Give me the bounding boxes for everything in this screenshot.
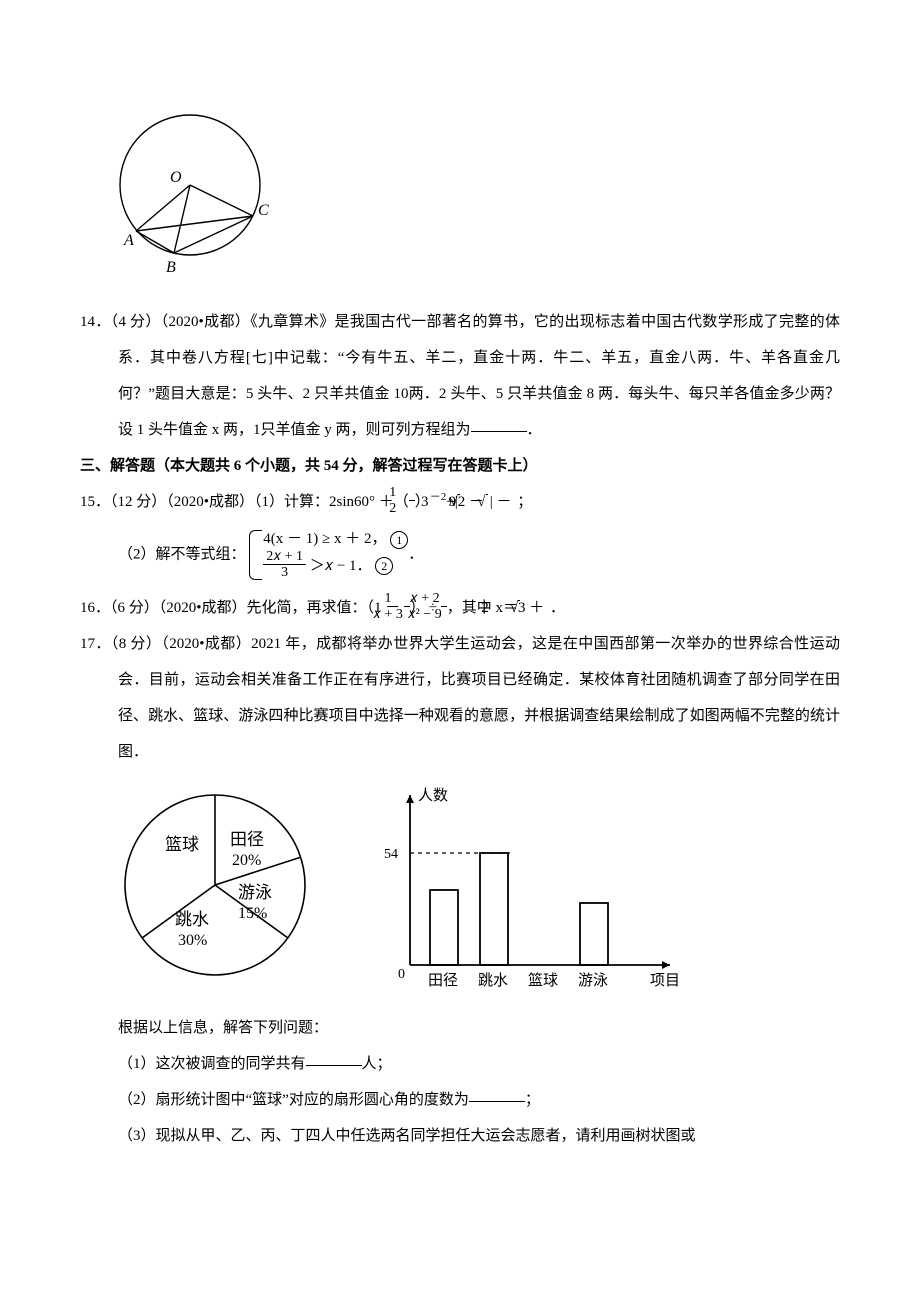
bar-cat-dive: 跳水 xyxy=(478,972,508,989)
exponent-neg2: －2 xyxy=(430,491,447,503)
sqrt-3: 3 xyxy=(488,484,490,520)
radicand: 3 xyxy=(458,494,460,510)
label-A: A xyxy=(123,232,134,249)
bar-cat-basketball: 篮球 xyxy=(528,971,558,989)
pie-pct-track: 20% xyxy=(232,852,261,869)
q15-part1-e: ； xyxy=(517,494,532,510)
inequality-system: 4(x － 1) ≥ x ＋ 2， 1 2𝑥 + 13 ＞𝑥 − 1． 2 xyxy=(249,528,408,582)
blank-q17-1 xyxy=(306,1050,362,1066)
page: O C A B 14．（4 分）（2020•成都）《九章算术》是我国古代一部著名… xyxy=(0,0,920,1302)
bar-cat-swim: 游泳 xyxy=(578,972,608,989)
q14-suffix: ． xyxy=(527,422,542,438)
q17-sub2: （2）扇形统计图中“篮球”对应的扇形圆心角的度数为 ； xyxy=(80,1082,840,1118)
q15-part2-end: ． xyxy=(408,547,423,563)
system-row-2: 2𝑥 + 13 ＞𝑥 − 1． 2 xyxy=(263,558,393,574)
pie-label-dive: 跳水 xyxy=(175,910,209,929)
q17-charts-row: 篮球 田径 20% 游泳 15% 跳水 30% 人数 项目 0 54 xyxy=(110,780,840,1000)
frac-num: 2𝑥 + 1 xyxy=(263,549,306,565)
blank-q17-2 xyxy=(469,1086,525,1102)
question-15-part2: （2）解不等式组： 4(x － 1) ≥ x ＋ 2， 1 2𝑥 + 13 ＞𝑥… xyxy=(80,528,840,582)
bar-zero: 0 xyxy=(398,967,405,982)
system-row-1: 4(x － 1) ≥ x ＋ 2， 1 xyxy=(263,531,408,547)
radicand: 9 xyxy=(486,494,488,510)
frac-1-2: 12 xyxy=(409,485,415,517)
frac-row2: 2𝑥 + 13 xyxy=(263,549,306,581)
frac-den: 2 xyxy=(409,501,415,516)
circ-2: 2 xyxy=(375,557,393,575)
bar-dive xyxy=(480,853,508,965)
q15-part1-d: | － xyxy=(490,494,516,510)
q16-d: ． xyxy=(550,600,565,616)
q16-a: 16．（6 分）（2020•成都）先化简，再求值：（1 － xyxy=(80,600,400,616)
bar-ytick-54: 54 xyxy=(384,847,398,862)
q17-sub1-b: 人； xyxy=(362,1056,392,1072)
pie-label-basketball: 篮球 xyxy=(165,835,199,854)
q17-sub2-a: （2）扇形统计图中“篮球”对应的扇形圆心角的度数为 xyxy=(118,1092,469,1108)
bar-xlabel: 项目 xyxy=(650,972,680,989)
q17-sub1: （1）这次被调查的同学共有 人； xyxy=(80,1046,840,1082)
circle-diagram: O C A B xyxy=(110,100,840,294)
sqrt-9: 9 xyxy=(515,484,517,520)
q17-sub1-a: （1）这次被调查的同学共有 xyxy=(118,1056,306,1072)
question-14: 14．（4 分）（2020•成都）《九章算术》是我国古代一部著名的算书，它的出现… xyxy=(80,304,840,448)
q15-part2-a: （2）解不等式组： xyxy=(118,547,246,563)
q16-c: ，其中 x＝3 ＋ xyxy=(447,600,548,616)
question-15: 15．（12 分）（2020•成都）（1）计算：2sin60° ＋（12）－2+… xyxy=(80,484,840,520)
bar-chart: 人数 项目 0 54 田径 跳水 篮球 游泳 xyxy=(370,780,690,1000)
pie-chart: 篮球 田径 20% 游泳 15% 跳水 30% xyxy=(110,780,320,990)
label-B: B xyxy=(166,259,176,276)
frac-num: 𝑥 + 2 xyxy=(441,591,447,607)
question-16: 16．（6 分）（2020•成都）先化简，再求值：（1 － 1𝑥 + 3） ÷ … xyxy=(80,590,840,626)
sqrt-2: 2 xyxy=(548,590,550,626)
q14-text: 14．（4 分）（2020•成都）《九章算术》是我国古代一部著名的算书，它的出现… xyxy=(80,314,840,438)
q17-sub2-b: ； xyxy=(525,1092,540,1108)
pie-pct-dive: 30% xyxy=(178,932,207,949)
row1-expr: 4(x － 1) ≥ x ＋ 2， xyxy=(263,531,386,547)
circle-svg: O C A B xyxy=(110,100,280,280)
question-17: 17．（8 分）（2020•成都）2021 年，成都将举办世界大学生运动会，这是… xyxy=(80,626,840,770)
label-C: C xyxy=(258,202,269,219)
bar-swim xyxy=(580,903,608,965)
frac-den: 3 xyxy=(263,565,306,580)
frac-num: 1 xyxy=(409,485,415,501)
section-3-title: 三、解答题（本大题共 6 个小题，共 54 分，解答过程写在答题卡上） xyxy=(80,448,840,484)
pie-label-track: 田径 xyxy=(230,830,264,849)
pie-label-swim: 游泳 xyxy=(238,883,272,902)
bar-ylabel: 人数 xyxy=(418,787,448,804)
radicand: 2 xyxy=(518,600,520,616)
label-O: O xyxy=(170,169,182,186)
row2-tail: ＞𝑥 − 1． xyxy=(310,558,372,574)
q15-part1-a: 15．（12 分）（2020•成都）（1）计算：2sin60° ＋（ xyxy=(80,494,409,510)
frac-xplus2-x2minus9: 𝑥 + 2𝑥² − 9 xyxy=(441,591,447,623)
bar-track xyxy=(430,890,458,965)
q17-sub3: （3）现拟从甲、乙、丙、丁四人中任选两名同学担任大运会志愿者，请利用画树状图或 xyxy=(80,1118,840,1154)
blank-q14 xyxy=(471,416,527,432)
frac-den: 𝑥² − 9 xyxy=(441,607,447,622)
pie-pct-swim: 15% xyxy=(238,905,267,922)
q17-after: 根据以上信息，解答下列问题： xyxy=(80,1010,840,1046)
bar-cat-track: 田径 xyxy=(428,972,458,989)
circ-1: 1 xyxy=(390,531,408,549)
